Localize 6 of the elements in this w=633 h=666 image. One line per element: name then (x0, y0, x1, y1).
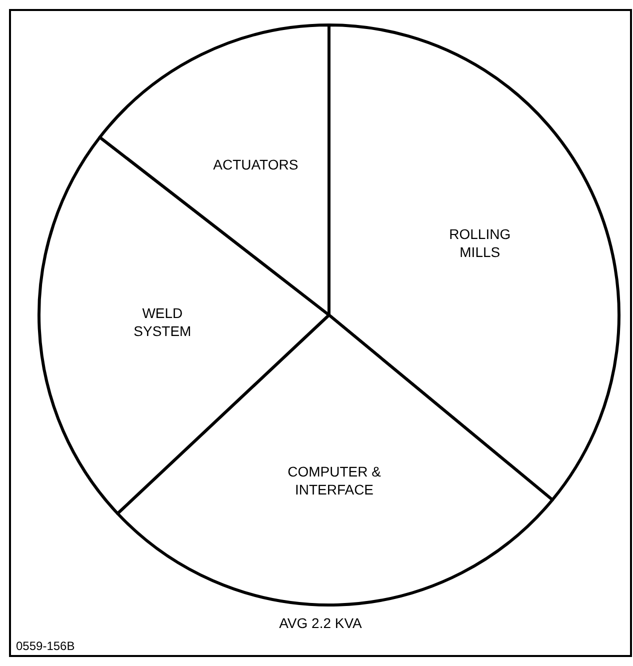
text: AVG 2.2 KVA (279, 615, 363, 631)
slice-label: ROLLING MILLS (449, 226, 511, 260)
slice-label: ACTUATORS (213, 156, 298, 172)
text: 0559-156B (16, 639, 75, 653)
slice-label: WELD SYSTEM (134, 304, 192, 339)
slice-label: COMPUTER & INTERFACE (288, 463, 382, 498)
